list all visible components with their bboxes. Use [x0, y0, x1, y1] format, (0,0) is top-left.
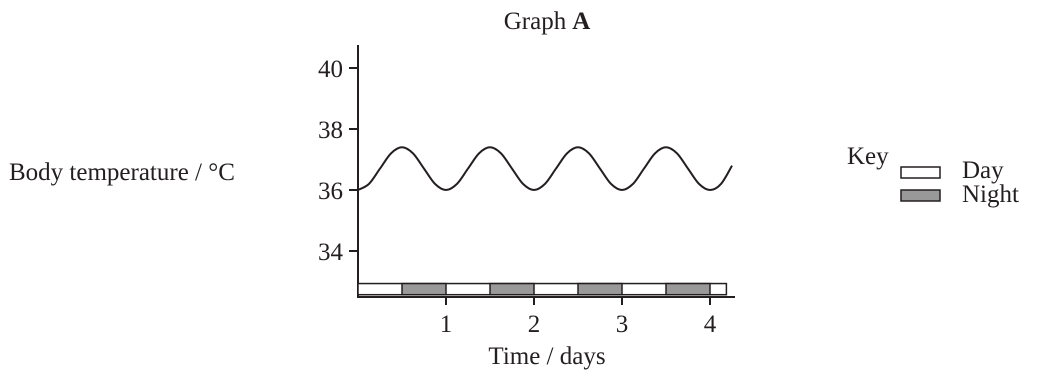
- chart-title: Graph A: [504, 8, 591, 35]
- legend-swatch-day: [900, 166, 941, 179]
- night-segment: [401, 282, 447, 296]
- day-bar: [357, 282, 728, 296]
- x-axis-label: Time / days: [488, 343, 605, 370]
- y-tick-label: 36: [318, 178, 343, 205]
- y-axis-label: Body temperature / °C: [9, 159, 235, 186]
- y-ticks: 34 36 38 40: [318, 56, 358, 266]
- day-night-bar: [357, 282, 728, 296]
- legend-label-day: Day: [962, 157, 1004, 184]
- night-segment: [489, 282, 535, 296]
- y-tick-label: 40: [318, 56, 343, 83]
- x-tick-label: 1: [440, 311, 453, 338]
- y-tick-label: 38: [318, 117, 343, 144]
- y-tick-label: 34: [318, 239, 344, 266]
- x-tick-label: 4: [704, 311, 717, 338]
- x-ticks: 1 2 3 4: [440, 297, 717, 338]
- legend-label-night: Night: [962, 181, 1019, 208]
- temperature-line: [357, 146, 733, 192]
- night-segment: [577, 282, 623, 296]
- night-segment: [665, 282, 711, 296]
- legend-swatch-night: [900, 189, 941, 202]
- x-tick-label: 2: [528, 311, 541, 338]
- x-tick-label: 3: [616, 311, 629, 338]
- legend-title: Key: [847, 143, 889, 170]
- legend: Key Day Night: [847, 143, 1019, 208]
